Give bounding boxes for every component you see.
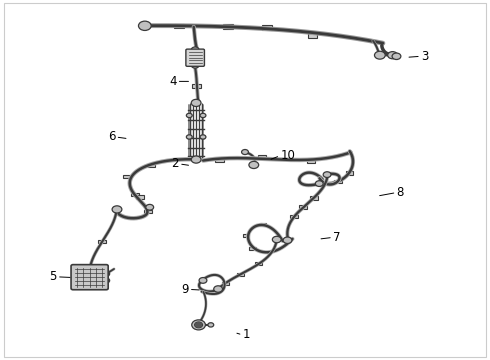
FancyBboxPatch shape	[71, 265, 108, 290]
Bar	[136, 195, 144, 199]
Circle shape	[323, 172, 331, 177]
Circle shape	[242, 149, 248, 154]
Text: 4: 4	[169, 75, 176, 88]
FancyBboxPatch shape	[186, 49, 204, 66]
Text: 7: 7	[333, 231, 341, 244]
Circle shape	[139, 21, 151, 31]
Circle shape	[392, 53, 401, 59]
Circle shape	[191, 156, 201, 163]
Text: 9: 9	[181, 283, 189, 296]
Bar	[299, 205, 307, 208]
Bar	[145, 210, 152, 213]
Circle shape	[146, 204, 154, 210]
Bar	[222, 282, 229, 285]
Bar	[260, 223, 267, 226]
Circle shape	[196, 323, 201, 327]
Bar	[290, 215, 298, 218]
Bar	[98, 240, 106, 243]
Text: 1: 1	[243, 328, 250, 341]
Circle shape	[103, 271, 110, 276]
Bar	[308, 33, 318, 38]
Bar	[243, 234, 249, 238]
Circle shape	[186, 135, 192, 139]
Circle shape	[388, 51, 397, 59]
Bar	[249, 247, 256, 250]
Circle shape	[195, 322, 202, 328]
Circle shape	[191, 62, 199, 68]
Bar	[192, 84, 201, 88]
Circle shape	[186, 113, 192, 118]
Circle shape	[191, 47, 199, 53]
Bar	[215, 158, 224, 162]
Text: 10: 10	[280, 149, 295, 162]
Text: 6: 6	[108, 130, 116, 144]
Circle shape	[192, 320, 205, 330]
Circle shape	[272, 236, 281, 243]
Text: 8: 8	[396, 186, 404, 199]
Circle shape	[199, 278, 207, 283]
Bar	[123, 175, 131, 178]
Circle shape	[191, 99, 201, 107]
Circle shape	[208, 323, 214, 327]
Bar	[255, 262, 262, 265]
Circle shape	[249, 161, 259, 168]
Text: 2: 2	[172, 157, 179, 170]
Bar	[131, 193, 139, 196]
Circle shape	[316, 181, 323, 186]
Bar	[322, 182, 330, 185]
Bar	[262, 26, 272, 30]
Circle shape	[283, 237, 292, 243]
Bar	[223, 24, 233, 29]
Circle shape	[200, 135, 206, 139]
Bar	[258, 155, 267, 159]
Text: 3: 3	[421, 50, 428, 63]
Bar	[307, 159, 316, 163]
Bar	[174, 24, 184, 28]
Circle shape	[200, 113, 206, 118]
Text: 5: 5	[49, 270, 57, 283]
Bar	[345, 171, 353, 175]
Circle shape	[103, 278, 110, 283]
Bar	[334, 180, 342, 183]
Circle shape	[214, 286, 222, 292]
Circle shape	[374, 51, 385, 59]
Circle shape	[112, 206, 122, 213]
Bar	[147, 164, 155, 167]
Bar	[311, 196, 319, 200]
Bar	[237, 273, 244, 276]
